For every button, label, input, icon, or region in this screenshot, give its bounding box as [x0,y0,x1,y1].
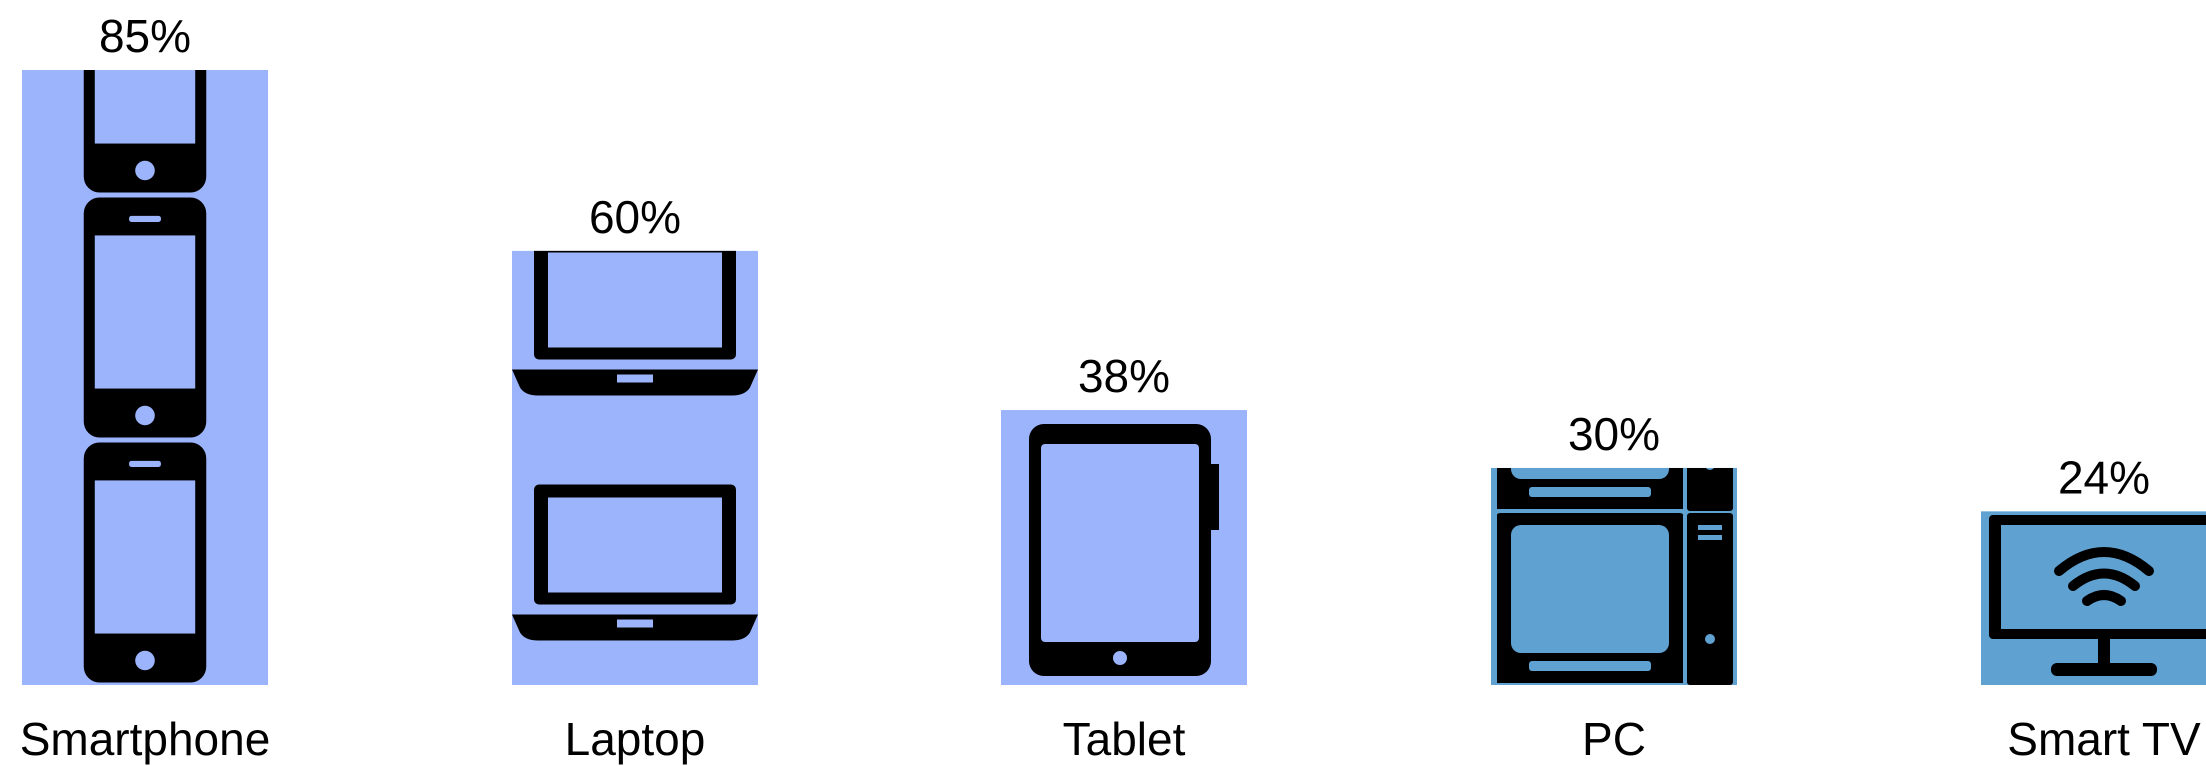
bars-layer: 85% Smartphone 60% Laptop 38% Tablet 30% PC 24% S… [20,10,2206,765]
value-label-tablet: 38% [1078,350,1170,402]
bar-group-tablet: 38% Tablet [1001,350,1247,765]
value-label-smart-tv: 24% [2058,451,2150,503]
pc-icon [1497,513,1733,685]
category-label-laptop: Laptop [565,713,706,765]
smartphone-icon [83,197,207,438]
bar-group-pc: 30% PC [1491,408,1737,765]
category-label-smartphone: Smartphone [20,713,271,765]
laptop-icon [512,484,758,641]
bar-group-laptop: 60% Laptop [512,191,758,765]
laptop-icon [512,250,758,396]
bar-group-smartphone: 85% Smartphone [20,10,271,765]
category-label-pc: PC [1582,713,1646,765]
bar-icons-smartphone [83,70,207,683]
tablet-icon [1029,424,1219,676]
category-label-tablet: Tablet [1063,713,1186,765]
bar-group-smart-tv: 24% Smart TV [1981,451,2206,765]
smartphone-icon [83,442,207,683]
value-label-pc: 30% [1568,408,1660,460]
value-label-smartphone: 85% [99,10,191,62]
category-label-smart-tv: Smart TV [2007,713,2201,765]
value-label-laptop: 60% [589,191,681,243]
